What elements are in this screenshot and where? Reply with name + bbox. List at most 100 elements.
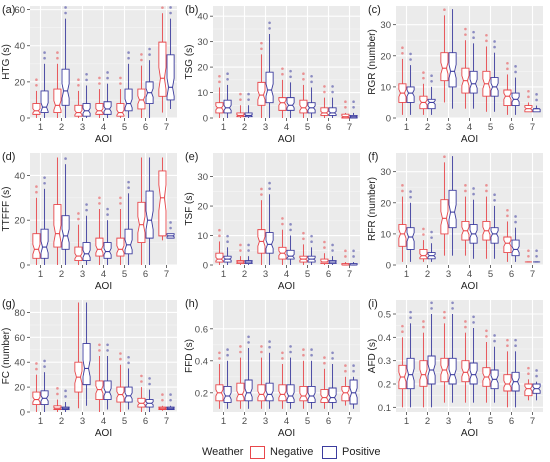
y-tick-label: 40: [197, 12, 208, 23]
outlier-point: [323, 246, 326, 249]
outlier-point: [514, 215, 517, 218]
box-negative-aoi-6: [320, 356, 329, 409]
box-negative-aoi-5: [299, 231, 308, 265]
outlier-point: [260, 193, 263, 196]
y-axis-label: TSF (s): [184, 192, 195, 225]
outlier-point: [409, 316, 412, 320]
outlier-point: [281, 351, 284, 355]
outlier-point: [527, 366, 530, 370]
y-tick-label: 30: [197, 37, 208, 48]
box-positive-aoi-5: [124, 180, 133, 265]
panel-label: (e): [185, 151, 198, 163]
outlier-point: [140, 58, 143, 62]
x-tick-label: 2: [59, 269, 64, 280]
outlier-point: [268, 27, 271, 30]
y-axis-label: RFR (number): [367, 177, 378, 241]
box-positive-aoi-4: [286, 345, 295, 409]
box-positive-aoi-6: [145, 377, 154, 412]
y-tick-label: 60: [14, 333, 25, 344]
panel-c: 0 10 20 30 1 2 3 4 5 6 7 (c) RGR (number) AOI: [367, 4, 543, 145]
y-axis-label: RGR (number): [367, 29, 378, 95]
panel-label: (b): [185, 4, 198, 16]
box-positive-aoi-2: [427, 301, 436, 408]
outlier-point: [98, 196, 101, 200]
y-tick-label: 0: [203, 261, 208, 272]
outlier-point: [260, 187, 263, 191]
outlier-point: [472, 315, 475, 319]
y-tick-label: 30: [380, 20, 391, 31]
box-body: [286, 249, 295, 260]
y-tick-label: 40: [14, 358, 25, 369]
outlier-point: [464, 325, 467, 329]
x-tick-label: 7: [530, 269, 535, 280]
box-positive-aoi-3: [265, 181, 274, 265]
outlier-point: [169, 6, 172, 9]
outlier-point: [344, 364, 347, 367]
outlier-point: [422, 227, 425, 231]
box-body: [257, 81, 266, 106]
outlier-point: [148, 377, 151, 380]
y-tick-label: 30: [197, 172, 208, 183]
box-body: [124, 386, 133, 403]
outlier-point: [260, 345, 263, 348]
box-negative-aoi-1: [398, 46, 407, 115]
outlier-point: [226, 78, 229, 81]
y-tick-label: 40: [14, 171, 25, 182]
outlier-point: [140, 380, 143, 383]
box-positive-aoi-7: [349, 100, 358, 119]
box-negative-aoi-5: [116, 196, 125, 265]
outlier-point: [310, 240, 313, 244]
outlier-point: [310, 74, 313, 78]
box-body: [103, 242, 112, 259]
box-positive-aoi-5: [490, 334, 499, 403]
box-positive-aoi-1: [40, 51, 49, 118]
outlier-point: [344, 106, 347, 109]
outlier-point: [344, 255, 347, 258]
outlier-point: [401, 189, 404, 193]
x-tick-label: 1: [221, 269, 226, 280]
outlier-point: [268, 345, 271, 349]
box-negative-aoi-3: [440, 310, 449, 403]
outlier-point: [218, 74, 221, 78]
x-tick-label: 5: [305, 122, 310, 133]
outlier-point: [56, 51, 59, 54]
x-tick-label: 2: [59, 416, 64, 427]
outlier-point: [323, 240, 326, 244]
box-body: [299, 99, 308, 114]
outlier-point: [148, 382, 151, 386]
box-negative-aoi-1: [32, 78, 41, 118]
outlier-point: [514, 338, 517, 342]
box-negative-aoi-5: [116, 352, 125, 412]
x-tick-label: 2: [59, 122, 64, 133]
outlier-point: [493, 334, 496, 337]
box-positive-aoi-7: [349, 249, 358, 266]
box-positive-aoi-2: [244, 92, 253, 118]
y-tick-label: 0: [386, 114, 391, 125]
outlier-point: [218, 357, 221, 360]
box-negative-aoi-3: [74, 212, 83, 265]
x-tick-label: 4: [284, 269, 289, 280]
outlier-point: [506, 61, 509, 65]
outlier-point: [226, 240, 229, 244]
box-negative-aoi-6: [137, 53, 146, 118]
box-negative-aoi-6: [320, 240, 329, 265]
outlier-point: [43, 51, 46, 54]
box-positive-aoi-5: [490, 193, 499, 259]
outlier-point: [344, 249, 347, 253]
box-body: [257, 384, 266, 402]
outlier-point: [127, 51, 130, 54]
box-body: [82, 103, 91, 117]
outlier-point: [323, 361, 326, 365]
outlier-point: [527, 372, 530, 376]
outlier-point: [331, 249, 334, 252]
outlier-point: [302, 353, 305, 357]
box-positive-aoi-6: [328, 243, 337, 265]
x-tick-label: 7: [530, 122, 535, 133]
outlier-point: [527, 95, 530, 99]
box-body: [137, 397, 146, 408]
box-negative-aoi-2: [53, 387, 62, 412]
box-positive-aoi-6: [511, 215, 520, 262]
outlier-point: [443, 8, 446, 12]
outlier-point: [35, 185, 38, 188]
outlier-point: [140, 374, 143, 378]
